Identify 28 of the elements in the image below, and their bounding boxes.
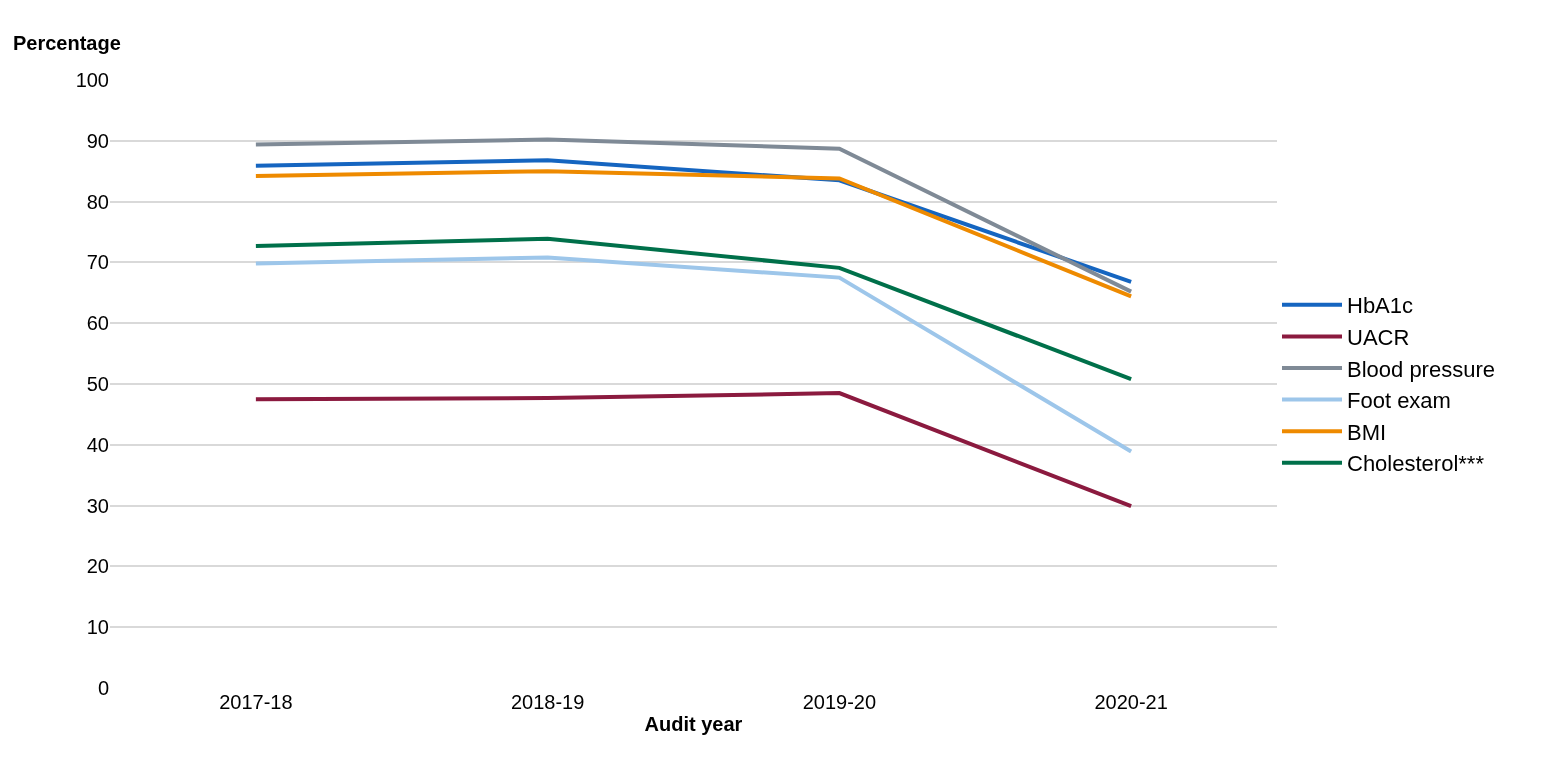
- x-axis-title: Audit year: [644, 712, 743, 735]
- y-tick-label: 70: [86, 251, 109, 274]
- y-axis-title: Percentage: [13, 32, 121, 54]
- y-tick-label: 30: [86, 494, 109, 517]
- y-tick-label: 40: [86, 433, 109, 456]
- legend-label: Foot exam: [1347, 388, 1451, 414]
- legend-label: BMI: [1347, 419, 1387, 445]
- x-tick-label: 2018-19: [510, 691, 585, 713]
- line-series: [253, 137, 1134, 294]
- legend-label: UACR: [1347, 324, 1410, 350]
- legend-label: Cholesterol***: [1347, 451, 1485, 477]
- legend-label: HbA1c: [1347, 293, 1414, 319]
- line-series: [253, 391, 1134, 509]
- x-tick-label: 2019-20: [802, 691, 877, 713]
- y-tick-label: 0: [97, 677, 109, 699]
- legend-label: Blood pressure: [1347, 356, 1495, 382]
- y-tick-label: 50: [86, 373, 109, 395]
- x-tick-label: 2017-18: [219, 691, 293, 713]
- x-tick-label: 2020-21: [1094, 691, 1168, 713]
- y-tick-label: 90: [86, 129, 109, 152]
- y-tick-label: 100: [75, 69, 109, 91]
- line-series: [253, 169, 1134, 299]
- y-tick-label: 10: [86, 616, 109, 639]
- line-series: [253, 255, 1134, 454]
- y-tick-label: 80: [86, 190, 109, 213]
- y-tick-label: 60: [86, 312, 109, 335]
- line-series: [253, 236, 1134, 382]
- y-tick-label: 20: [86, 555, 109, 578]
